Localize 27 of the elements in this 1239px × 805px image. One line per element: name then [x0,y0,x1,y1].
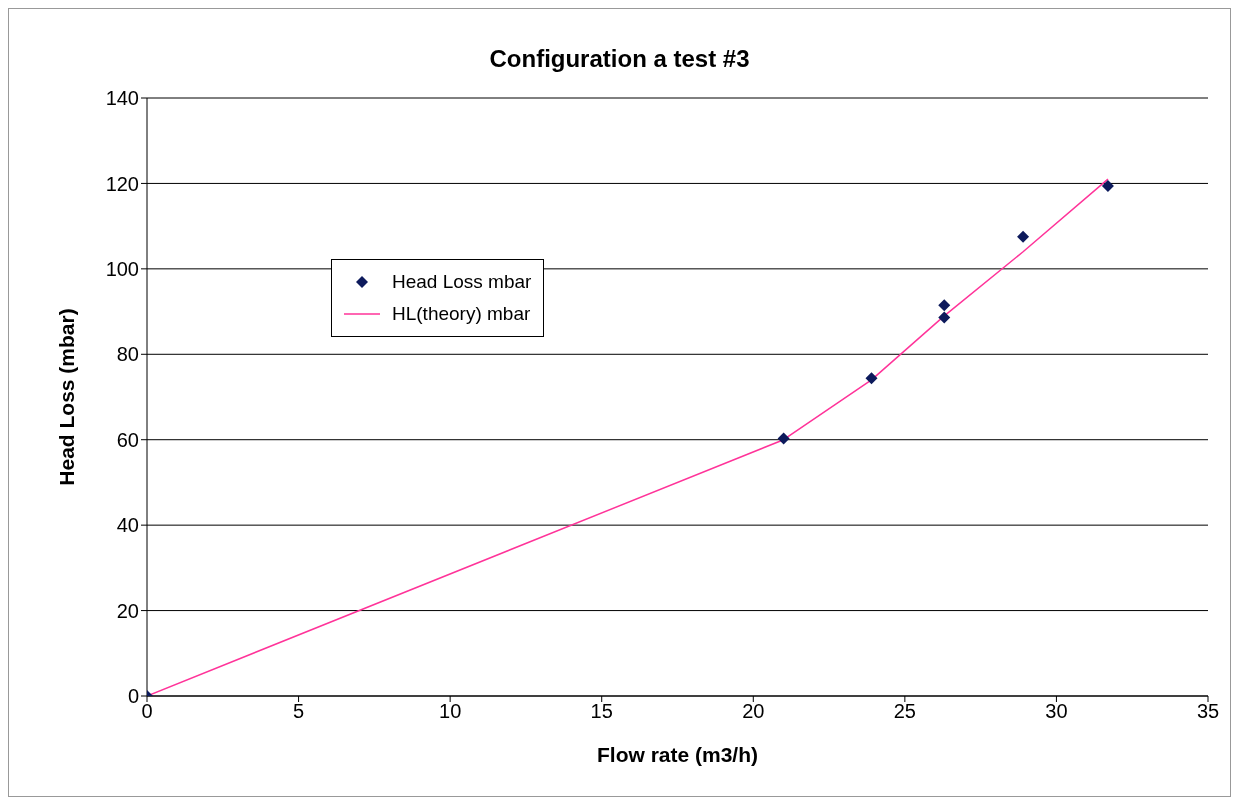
point [938,311,951,324]
point [865,372,878,385]
x-tick-label: 10 [439,700,462,723]
x-tick-label: 5 [293,700,305,723]
y-axis-title: Head Loss (mbar) [55,308,79,486]
x-tick-label: 30 [1045,700,1068,723]
x-tick-label: 15 [590,700,613,723]
y-tick-label: 140 [105,87,139,110]
point [777,432,790,445]
x-tick-label: 0 [141,700,153,723]
chart-title: Configuration a test #3 [488,45,751,73]
point [1101,179,1114,192]
x-tick-label: 25 [893,700,916,723]
x-tick-label: 35 [1196,700,1220,723]
y-tick-label: 0 [127,685,139,708]
y-tick-label: 100 [105,257,139,280]
point [938,299,951,312]
y-tick-label: 40 [116,514,139,537]
y-tick-label: 80 [116,343,139,366]
y-tick-label: 20 [116,599,139,622]
point [1017,230,1030,243]
x-axis-title: Flow rate (m3/h) [596,743,759,766]
x-tick-label: 20 [742,700,765,723]
y-tick-label: 120 [105,172,139,195]
legend-label: Head Loss mbar [392,270,532,294]
y-tick-label: 60 [116,428,139,451]
legend-label: HL(theory) mbar [392,302,531,326]
